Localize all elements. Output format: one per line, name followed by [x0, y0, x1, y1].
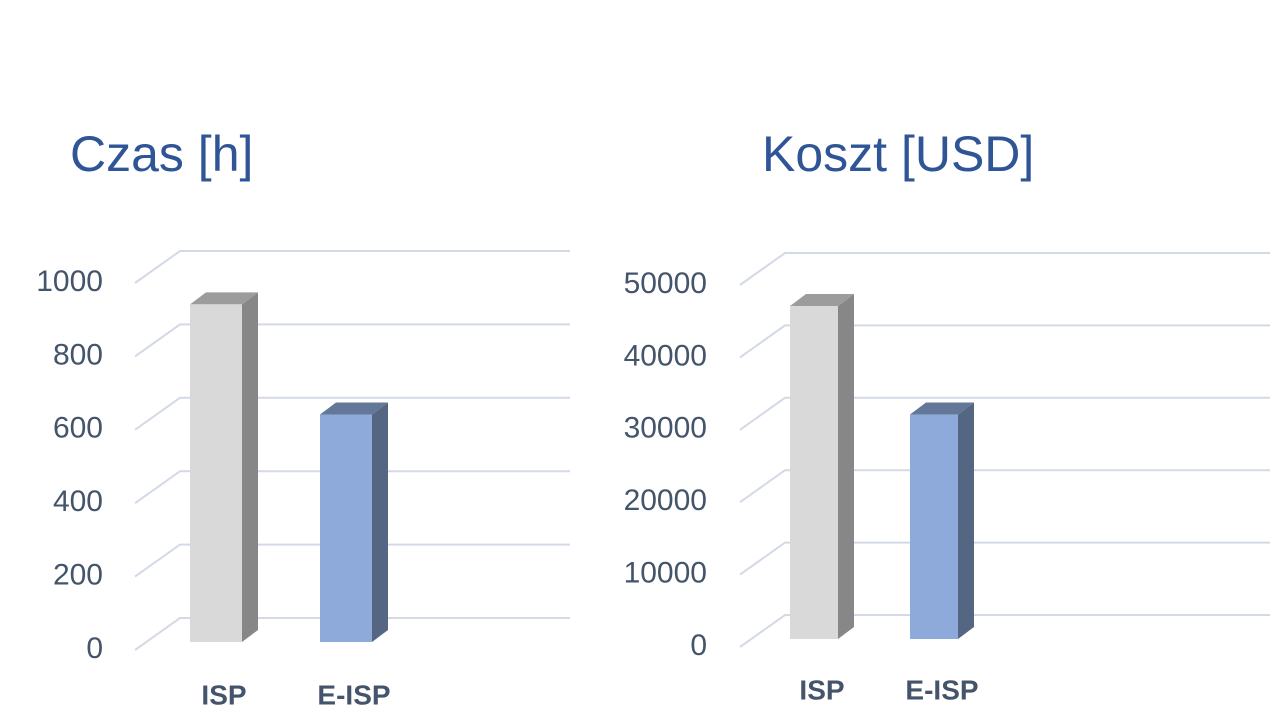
grid-line	[134, 470, 570, 505]
bar-top	[190, 292, 258, 305]
x-tick-label: ISP	[201, 679, 246, 710]
grid-line	[739, 324, 1270, 359]
bar-top	[910, 402, 974, 415]
y-tick-label: 600	[53, 412, 103, 445]
x-tick-label: E-ISP	[317, 679, 390, 710]
bar	[190, 304, 242, 642]
grid-line	[134, 250, 570, 284]
y-tick-label: 10000	[624, 557, 707, 590]
grid-line	[134, 396, 570, 431]
bar	[910, 414, 958, 639]
bar-top	[790, 293, 854, 306]
y-tick-label: 0	[690, 629, 707, 662]
grid-line	[134, 323, 570, 358]
grid-line	[739, 396, 1270, 431]
bar-side	[838, 293, 854, 639]
y-tick-label: 200	[53, 559, 103, 592]
y-tick-label: 20000	[624, 484, 707, 517]
y-tick-label: 40000	[624, 339, 707, 372]
y-tick-label: 1000	[36, 265, 103, 298]
grid-line	[739, 252, 1270, 286]
y-tick-label: 50000	[624, 267, 707, 300]
x-tick-label: E-ISP	[905, 674, 978, 705]
y-tick-label: 400	[53, 485, 103, 518]
chart-title: Koszt [USD]	[762, 126, 1034, 182]
bar	[790, 305, 838, 639]
bar	[320, 414, 372, 642]
bar-side	[958, 402, 974, 639]
grid-line	[739, 541, 1270, 576]
y-tick-label: 800	[53, 338, 103, 371]
grid-line	[739, 614, 1270, 648]
y-tick-label: 30000	[624, 412, 707, 445]
bar-side	[372, 402, 388, 642]
y-tick-label: 0	[86, 632, 103, 665]
bar-top	[320, 402, 388, 415]
chart-title: Czas [h]	[70, 126, 253, 182]
grid-line	[739, 469, 1270, 504]
bar-side	[242, 292, 258, 642]
grid-line	[134, 543, 570, 578]
grid-line	[134, 617, 570, 651]
x-tick-label: ISP	[799, 674, 844, 705]
